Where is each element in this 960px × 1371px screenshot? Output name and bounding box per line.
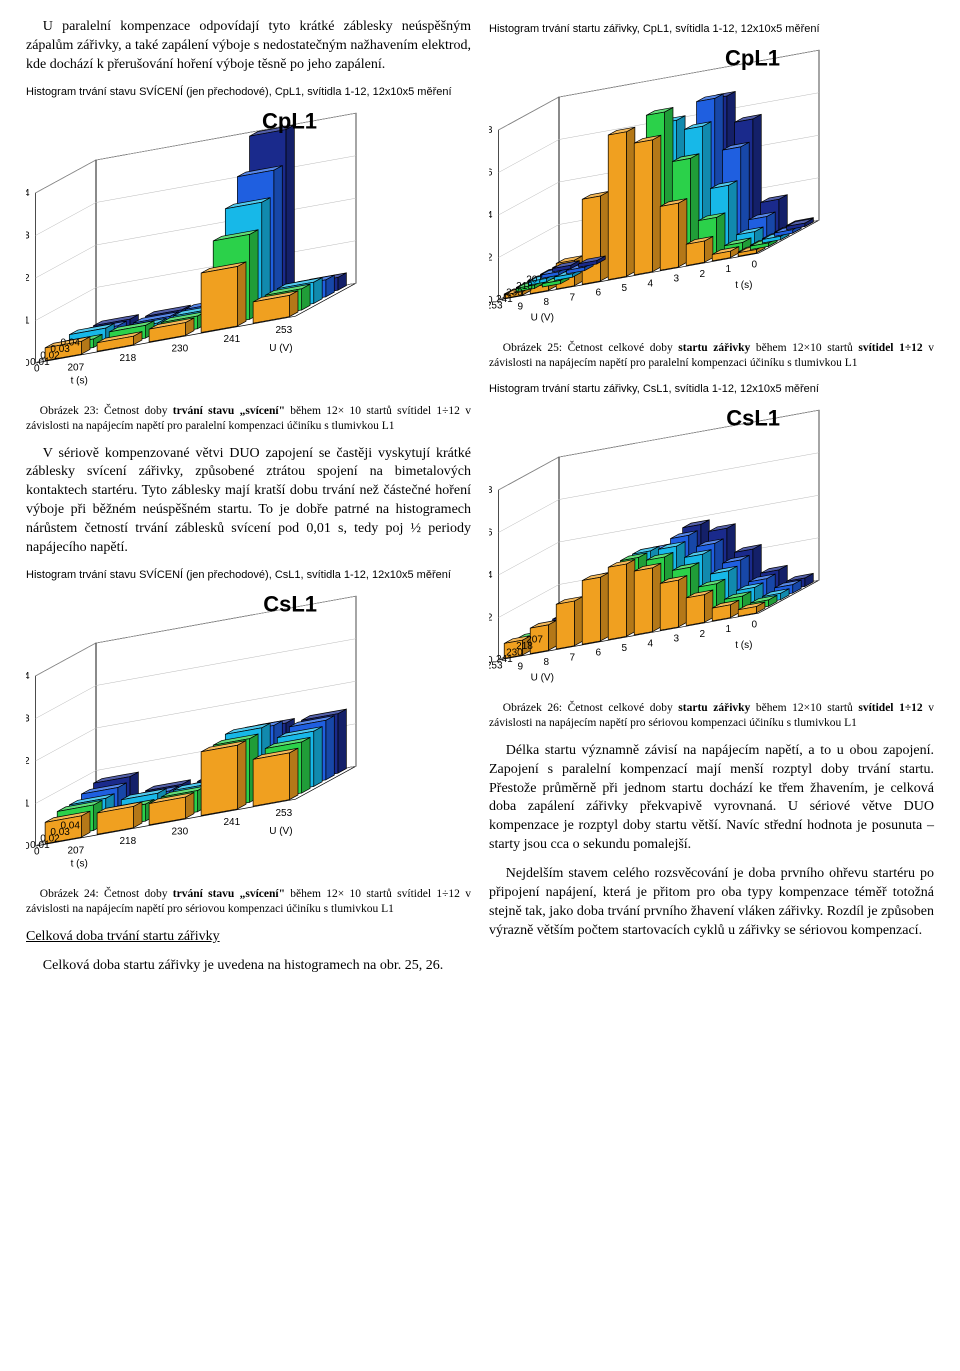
- svg-text:0: 0: [752, 259, 758, 270]
- svg-text:t (s): t (s): [735, 280, 752, 291]
- svg-text:0.8: 0.8: [489, 125, 493, 136]
- fig25-title: Histogram trvání startu zářivky, CpL1, s…: [489, 22, 934, 37]
- svg-text:U (V): U (V): [531, 312, 554, 323]
- fig25-bold-b: svítidel 1÷12: [858, 342, 922, 354]
- svg-text:9: 9: [518, 302, 524, 313]
- svg-text:0.6: 0.6: [489, 527, 493, 538]
- fig23: 012340.040.030.020.010207218230241253t (…: [26, 100, 471, 400]
- svg-text:0.4: 0.4: [489, 570, 493, 581]
- svg-text:207: 207: [68, 362, 85, 373]
- fig24-bold: trvání stavu „svícení": [173, 888, 285, 900]
- para-5: Nejdelším stavem celého rozsvěcování je …: [489, 865, 934, 941]
- para-3: Celková doba startu zářivky je uvedena n…: [26, 957, 471, 976]
- page: U paralelní kompenzace odpovídají tyto k…: [0, 0, 960, 1004]
- svg-text:CsL1: CsL1: [726, 405, 780, 430]
- svg-text:t (s): t (s): [71, 375, 88, 386]
- fig24: 012340.040.030.020.010207218230241253t (…: [26, 583, 471, 883]
- svg-text:218: 218: [120, 352, 137, 363]
- svg-text:6: 6: [596, 287, 602, 298]
- svg-text:1: 1: [26, 315, 30, 326]
- fig26: 00.20.40.60.82072182302412539876543210U …: [489, 397, 934, 697]
- svg-text:8: 8: [544, 297, 550, 308]
- svg-text:207: 207: [68, 845, 85, 856]
- svg-text:CsL1: CsL1: [263, 591, 317, 616]
- fig26-bold-a: startu zářivky: [678, 702, 750, 714]
- svg-text:0: 0: [34, 846, 40, 857]
- svg-text:241: 241: [224, 334, 241, 345]
- svg-text:1: 1: [26, 798, 30, 809]
- svg-text:3: 3: [674, 633, 680, 644]
- svg-text:253: 253: [489, 660, 503, 671]
- svg-text:6: 6: [596, 647, 602, 658]
- para-1: U paralelní kompenzace odpovídají tyto k…: [26, 18, 471, 75]
- fig26-title: Histogram trvání startu zářivky, CsL1, s…: [489, 382, 934, 397]
- fig25: 00.20.40.60.82072182302412539876543210U …: [489, 37, 934, 337]
- svg-text:253: 253: [276, 324, 293, 335]
- svg-text:2: 2: [700, 629, 706, 640]
- svg-text:2: 2: [700, 269, 706, 280]
- svg-text:8: 8: [544, 657, 550, 668]
- svg-text:253: 253: [276, 808, 293, 819]
- svg-text:2: 2: [26, 273, 30, 284]
- svg-text:t (s): t (s): [735, 640, 752, 651]
- svg-text:4: 4: [26, 188, 30, 199]
- svg-text:3: 3: [26, 713, 30, 724]
- svg-text:2: 2: [26, 756, 30, 767]
- svg-text:0.8: 0.8: [489, 485, 493, 496]
- fig24-caption: Obrázek 24: Četnost doby trvání stavu „s…: [26, 887, 471, 918]
- svg-text:230: 230: [172, 343, 189, 354]
- svg-text:4: 4: [648, 638, 654, 649]
- svg-text:241: 241: [224, 817, 241, 828]
- para-4: Délka startu významně závisí na napájecí…: [489, 742, 934, 855]
- svg-text:0: 0: [34, 363, 40, 374]
- svg-text:5: 5: [622, 283, 628, 294]
- svg-text:CpL1: CpL1: [262, 108, 317, 133]
- fig24-title: Histogram trvání stavu SVÍCENÍ (jen přec…: [26, 568, 471, 583]
- svg-text:0.6: 0.6: [489, 167, 493, 178]
- fig25-caption: Obrázek 25: Četnost celkové doby startu …: [489, 341, 934, 372]
- fig26-bold-b: svítidel 1÷12: [858, 702, 922, 714]
- fig23-title: Histogram trvání stavu SVÍCENÍ (jen přec…: [26, 85, 471, 100]
- section-heading: Celková doba trvání startu zářivky: [26, 928, 471, 947]
- svg-text:U (V): U (V): [269, 343, 292, 354]
- fig25-bold-a: startu zářivky: [678, 342, 750, 354]
- svg-text:3: 3: [26, 230, 30, 241]
- para-2: V sériově kompenzované větvi DUO zapojen…: [26, 445, 471, 558]
- svg-text:U (V): U (V): [269, 826, 292, 837]
- svg-text:5: 5: [622, 643, 628, 654]
- svg-text:253: 253: [489, 301, 503, 312]
- fig23-bold: trvání stavu „svícení": [173, 405, 285, 417]
- svg-text:CpL1: CpL1: [725, 46, 780, 71]
- svg-text:0: 0: [752, 619, 758, 630]
- fig26-caption: Obrázek 26: Četnost celkové doby startu …: [489, 701, 934, 732]
- column-left: U paralelní kompenzace odpovídají tyto k…: [26, 18, 471, 986]
- svg-text:3: 3: [674, 273, 680, 284]
- svg-text:0.4: 0.4: [489, 210, 493, 221]
- svg-text:4: 4: [648, 278, 654, 289]
- svg-text:4: 4: [26, 671, 30, 682]
- svg-text:218: 218: [120, 836, 137, 847]
- svg-text:1: 1: [726, 624, 732, 635]
- svg-text:9: 9: [518, 661, 524, 672]
- fig23-caption: Obrázek 23: Četnost doby trvání stavu „s…: [26, 404, 471, 435]
- svg-text:1: 1: [726, 264, 732, 275]
- svg-text:0.2: 0.2: [489, 612, 493, 623]
- svg-text:0.2: 0.2: [489, 252, 493, 263]
- svg-text:7: 7: [570, 292, 576, 303]
- svg-text:t (s): t (s): [71, 858, 88, 869]
- column-right: Histogram trvání startu zářivky, CpL1, s…: [489, 18, 934, 986]
- svg-text:230: 230: [172, 826, 189, 837]
- svg-text:7: 7: [570, 652, 576, 663]
- svg-text:U (V): U (V): [531, 672, 554, 683]
